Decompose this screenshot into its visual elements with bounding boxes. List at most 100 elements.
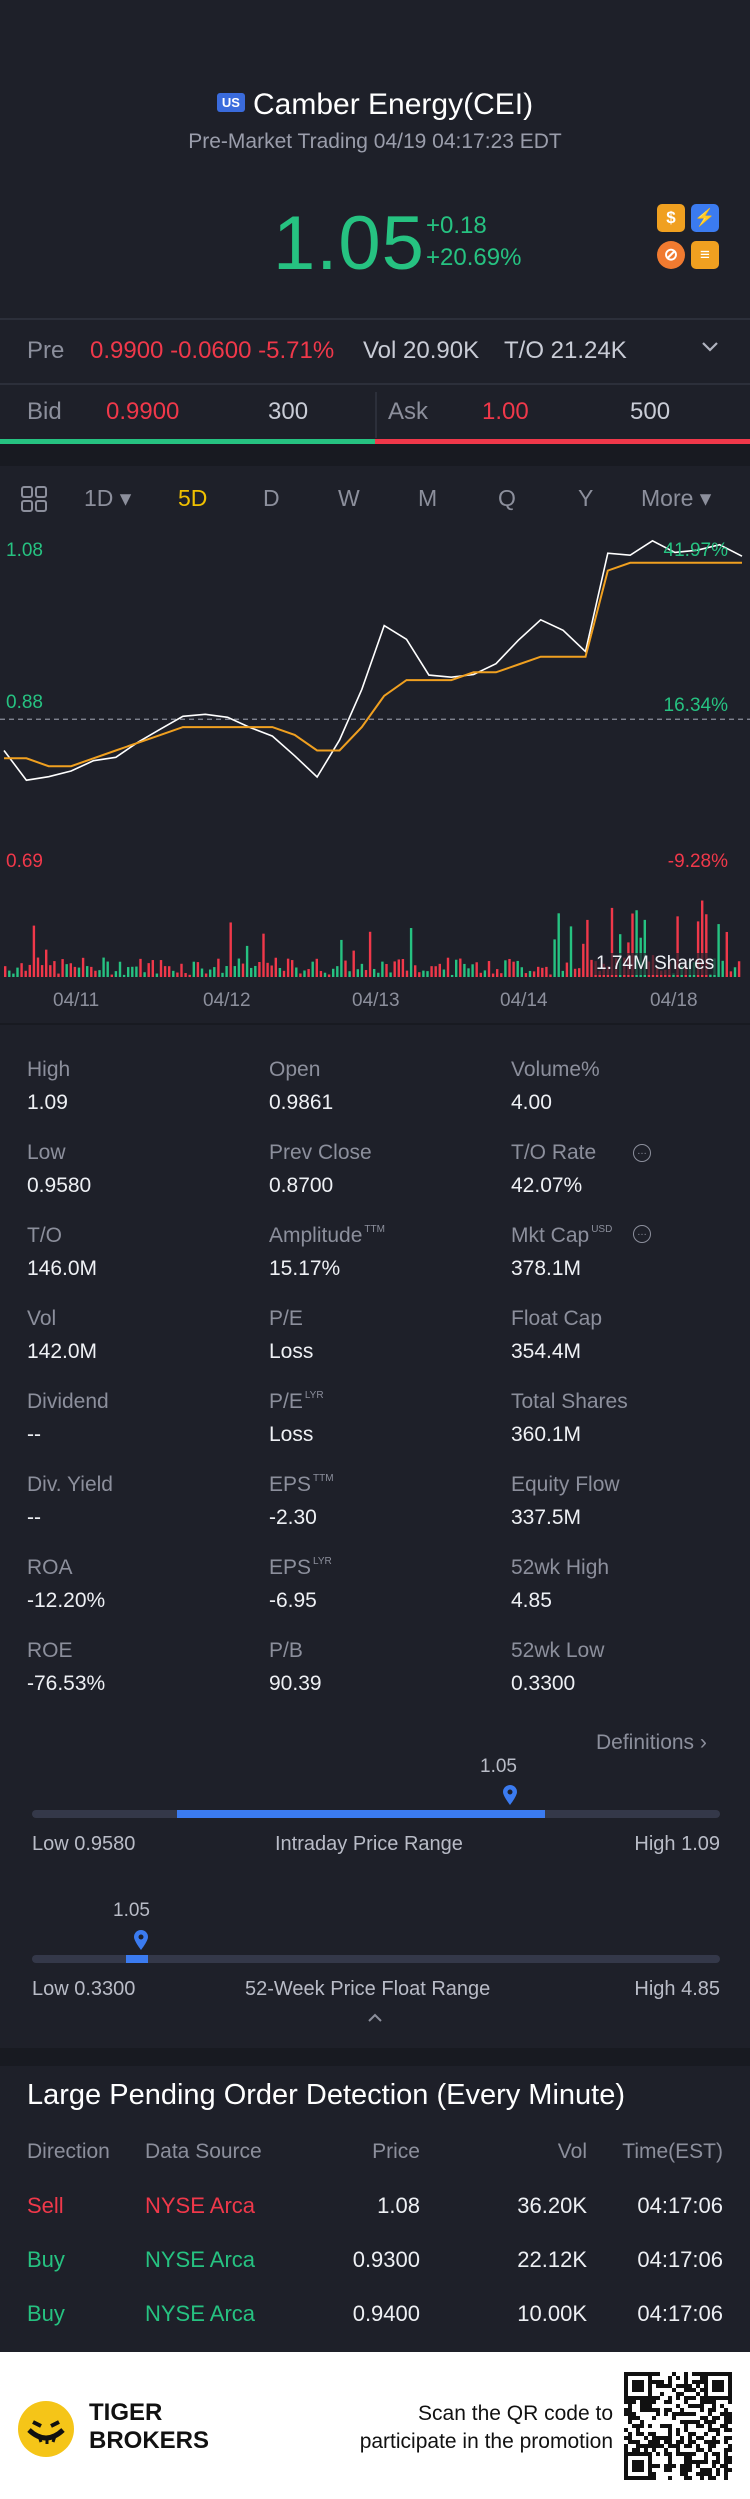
volume-bar: [241, 963, 245, 977]
stat-superscript: LYR: [313, 1556, 332, 1567]
y-label-mid: 0.88: [6, 692, 43, 713]
volume-bar: [180, 963, 183, 977]
volume-bar: [483, 970, 487, 977]
volume-bar: [282, 970, 286, 977]
tab-more[interactable]: More ▾: [641, 485, 712, 511]
volume-bar: [250, 967, 253, 977]
volume-bar: [102, 957, 105, 977]
stat-value: 4.00: [511, 1091, 552, 1114]
volume-bar: [159, 960, 163, 977]
divider: [0, 383, 750, 385]
volume-bar: [127, 967, 130, 977]
volume-bar: [299, 973, 302, 977]
tab-y[interactable]: Y: [578, 485, 594, 511]
volume-bar: [459, 958, 462, 977]
lightning-icon[interactable]: ⚡: [691, 204, 719, 232]
order-time: 04:17:06: [637, 2193, 723, 2218]
qr-code[interactable]: [624, 2372, 732, 2480]
info-icon[interactable]: …: [633, 1144, 651, 1162]
stat-label: P/E LYR: [269, 1390, 324, 1413]
intraday-range-title: Intraday Price Range: [275, 1833, 463, 1855]
volume-bar: [184, 973, 187, 977]
volume-bar: [643, 919, 646, 977]
volume-bar: [426, 971, 429, 977]
stat-superscript: TTM: [364, 1224, 385, 1235]
stat-label: P/B: [269, 1639, 303, 1662]
volume-bar: [725, 931, 728, 977]
stat-label: Mkt Cap USD: [511, 1224, 613, 1247]
divider: [0, 1023, 750, 1025]
expand-chevron-icon[interactable]: [700, 337, 720, 362]
volume-bar: [557, 913, 560, 977]
info-icon[interactable]: …: [633, 1225, 651, 1243]
volume-bar: [500, 973, 503, 977]
y-pct-mid: 16.34%: [663, 695, 728, 716]
stat-value: 146.0M: [27, 1257, 98, 1280]
volume-bar: [582, 943, 585, 977]
stat-value: -6.95: [269, 1589, 317, 1612]
volume-bar: [20, 963, 23, 977]
dollar-icon[interactable]: $: [657, 204, 685, 232]
volume-bar: [65, 964, 68, 977]
price-change-pct: +20.69%: [426, 244, 522, 271]
stat-label: Dividend: [27, 1390, 109, 1413]
price-chart[interactable]: [0, 530, 750, 990]
volume-bar: [508, 958, 511, 977]
volume-bar: [168, 966, 171, 977]
stat-label: 52wk Low: [511, 1639, 605, 1662]
week52-range-title: 52-Week Price Float Range: [245, 1978, 491, 2000]
stat-label: Amplitude TTM: [269, 1224, 385, 1247]
volume-bar: [106, 961, 109, 977]
volume-bar: [118, 961, 122, 977]
stat-label: Float Cap: [511, 1307, 603, 1330]
col-price: Price: [372, 2140, 420, 2163]
tab-1d[interactable]: 1D ▾: [84, 485, 132, 511]
order-price: 0.9300: [352, 2247, 420, 2272]
stock-name: Camber Energy(CEI): [252, 88, 534, 121]
intraday-low: Low 0.9580: [32, 1833, 136, 1855]
tab-q[interactable]: Q: [498, 485, 516, 511]
stat-label: EPS LYR: [269, 1556, 332, 1579]
volume-bar: [332, 968, 335, 977]
volume-bar: [463, 963, 466, 977]
stack-icon[interactable]: ≡: [691, 241, 719, 269]
volume-bar: [192, 961, 195, 977]
intraday-current-price: 1.05: [480, 1756, 517, 1777]
tiger-logo-icon: [17, 2400, 75, 2463]
stat-value: --: [27, 1423, 41, 1446]
tab-5d[interactable]: 5D: [178, 485, 208, 511]
volume-bar: [569, 926, 573, 977]
volume-bar: [340, 939, 343, 977]
definitions-link[interactable]: Definitions ›: [596, 1731, 707, 1754]
tab-m[interactable]: M: [418, 485, 438, 511]
stat-value: Loss: [269, 1340, 314, 1363]
volume-bar: [327, 974, 331, 977]
stat-value: 337.5M: [511, 1506, 582, 1529]
tab-w[interactable]: W: [338, 485, 360, 511]
order-time: 04:17:06: [637, 2247, 723, 2272]
volume-bar: [81, 957, 85, 977]
volume-bar: [360, 963, 364, 977]
stat-label: Vol: [27, 1307, 57, 1330]
grid-layout-icon[interactable]: [20, 485, 48, 518]
premarket-turnover: T/O 21.24K: [504, 337, 627, 364]
volume-bar: [53, 961, 56, 977]
volume-bar: [16, 967, 19, 977]
collapse-chevron-icon[interactable]: [365, 2010, 385, 2029]
volume-bar: [733, 967, 737, 977]
no-short-icon[interactable]: ⊘: [657, 241, 685, 269]
order-direction: Buy: [27, 2301, 65, 2326]
volume-bar: [549, 974, 552, 977]
volume-bar: [77, 967, 81, 977]
ask-price: 1.00: [482, 398, 529, 425]
volume-bar: [504, 960, 507, 977]
volume-bar: [90, 966, 93, 977]
volume-bar: [233, 966, 236, 977]
stat-value: -2.30: [269, 1506, 317, 1529]
volume-bar: [573, 968, 577, 977]
last-price: 1.05: [273, 201, 425, 286]
volume-bar: [73, 966, 77, 977]
tab-d[interactable]: D: [263, 485, 280, 511]
volume-bar: [393, 961, 396, 977]
week52-current-price: 1.05: [113, 1900, 150, 1921]
